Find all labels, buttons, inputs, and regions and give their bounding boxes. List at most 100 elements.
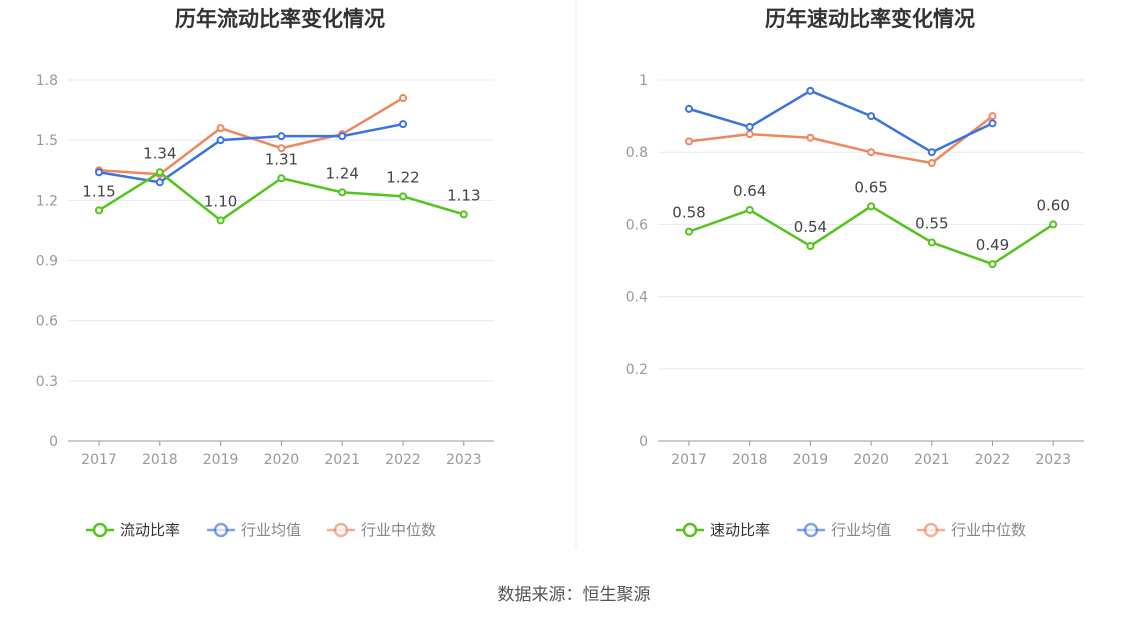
data-label: 1.31 [265,150,298,168]
data-point[interactable] [927,148,936,157]
data-label: 1.13 [447,186,480,204]
x-tick-label: 2020 [264,452,300,468]
legend-circle-icon [923,522,939,538]
data-point[interactable] [399,94,407,103]
x-tick-label: 2022 [975,452,1011,468]
data-point[interactable] [927,238,936,247]
data-point[interactable] [806,86,815,95]
data-label: 0.60 [1036,196,1069,214]
y-tick-label: 0.4 [626,290,648,306]
data-point[interactable] [745,122,754,131]
y-tick-label: 1.8 [36,73,58,89]
data-label: 0.55 [915,214,948,232]
data-point[interactable] [216,124,225,133]
y-tick-label: 0.6 [626,217,648,233]
data-label: 1.10 [204,192,237,210]
legend-item[interactable]: 行业中位数 [917,521,1026,539]
x-tick-label: 2022 [385,452,421,468]
legend-circle-icon [803,522,819,538]
data-point[interactable] [685,104,693,113]
legend-label: 流动比率 [120,521,180,539]
current-ratio-chart: 历年流动比率变化情况 0 0.3 0.6 0.9 1.2 1.5 1.8 2017 2018 201… [36,7,494,539]
y-tick-label: 0.9 [36,254,58,270]
legend-label: 行业中位数 [361,521,436,539]
data-point[interactable] [216,136,225,145]
series-line [688,115,994,165]
y-tick-label: 1.5 [36,133,58,149]
data-point[interactable] [277,174,286,183]
data-point[interactable] [338,132,347,141]
data-label: 0.65 [854,178,887,196]
x-tick-label: 2020 [853,452,889,468]
y-tick-label: 0.6 [36,314,58,330]
data-point[interactable] [988,260,997,269]
x-tick-label: 2019 [203,452,239,468]
x-tick-label: 2023 [446,452,482,468]
data-point[interactable] [459,210,468,219]
data-label: 0.58 [672,204,705,222]
y-tick-label: 0.8 [626,145,648,161]
data-point[interactable] [277,144,286,153]
y-tick-label: 0 [639,434,648,450]
data-point[interactable] [399,120,407,129]
data-point[interactable] [155,178,164,187]
legend-item[interactable]: 行业中位数 [327,521,436,539]
x-tick-label: 2021 [914,452,950,468]
x-tick-label: 2019 [793,452,829,468]
legend-circle-icon [92,522,108,538]
legend-label: 行业中位数 [951,521,1026,539]
data-source-note: 数据来源：恒生聚源 [497,585,651,605]
data-point[interactable] [806,133,815,142]
data-point[interactable] [988,112,997,121]
legend-label: 行业均值 [241,521,301,539]
legend-item[interactable]: 行业均值 [797,521,891,539]
x-tick-label: 2018 [142,452,178,468]
legend-label: 速动比率 [710,521,770,539]
series-line [688,89,994,154]
data-point[interactable] [95,206,103,215]
legend-circle-icon [333,522,349,538]
data-point[interactable] [685,137,693,146]
data-label: 1.22 [386,168,419,186]
y-tick-label: 0.3 [36,374,58,390]
data-label: 1.34 [143,144,176,162]
data-point[interactable] [806,242,815,251]
y-tick-label: 0.2 [626,362,648,378]
data-point[interactable] [399,192,407,201]
legend-item[interactable]: 速动比率 [676,521,770,539]
data-point[interactable] [927,159,936,168]
quick-ratio-chart: 历年速动比率变化情况 0 0.2 0.4 0.6 0.8 1 2017 2018 2019 2020… [626,7,1084,539]
data-point[interactable] [745,130,754,139]
data-point[interactable] [867,112,876,121]
x-tick-label: 2018 [732,452,768,468]
legend-item[interactable]: 流动比率 [86,521,180,539]
chart-title: 历年速动比率变化情况 [765,7,975,31]
data-point[interactable] [216,216,225,225]
legend-circle-icon [213,522,229,538]
x-tick-label: 2021 [324,452,360,468]
data-label: 1.24 [325,164,358,182]
y-tick-label: 1.2 [36,193,58,209]
x-tick-label: 2017 [81,452,117,468]
data-point[interactable] [867,202,876,211]
series-line [98,122,404,184]
data-point[interactable] [988,119,997,128]
data-point[interactable] [155,168,164,177]
data-label: 0.54 [794,218,827,236]
series-line [98,96,404,176]
data-point[interactable] [95,168,103,177]
data-point[interactable] [745,205,754,214]
y-tick-label: 0 [49,434,58,450]
data-point[interactable] [867,148,876,157]
legend-item[interactable]: 行业均值 [207,521,301,539]
x-tick-label: 2023 [1035,452,1071,468]
y-tick-label: 1 [639,73,648,89]
x-tick-label: 2017 [671,452,707,468]
data-label: 0.64 [733,182,766,200]
data-point[interactable] [338,188,347,197]
data-point[interactable] [277,132,286,141]
data-point[interactable] [1049,220,1058,229]
data-point[interactable] [685,227,693,236]
legend-label: 行业均值 [831,521,891,539]
